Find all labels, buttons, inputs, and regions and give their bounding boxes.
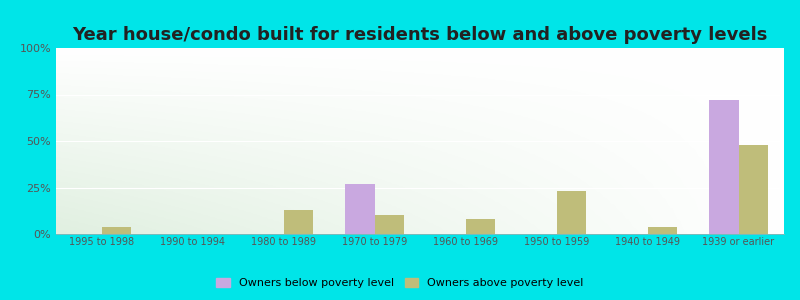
Title: Year house/condo built for residents below and above poverty levels: Year house/condo built for residents bel… [72,26,768,44]
Bar [710,100,738,234]
Legend: Owners below poverty level, Owners above poverty level: Owners below poverty level, Owners above… [213,274,587,291]
Bar [374,215,404,234]
Bar [557,191,586,234]
Bar [346,184,374,234]
Bar [738,145,768,234]
Bar [466,219,494,234]
Bar [647,226,677,234]
Bar [283,210,313,234]
Bar [102,226,130,234]
